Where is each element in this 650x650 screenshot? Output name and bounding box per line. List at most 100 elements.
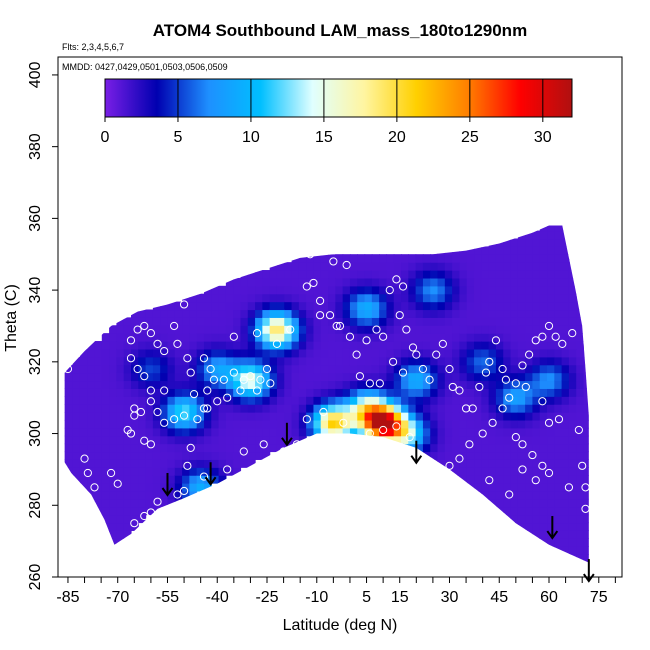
heatmap-cell bbox=[532, 396, 541, 405]
sample-point bbox=[392, 275, 401, 284]
heatmap-cell bbox=[65, 467, 74, 476]
sample-point bbox=[206, 364, 215, 374]
heatmap-cell bbox=[203, 364, 212, 374]
heatmap-cell bbox=[65, 364, 74, 374]
heatmap-cell bbox=[116, 522, 125, 531]
heatmap-cell bbox=[495, 388, 504, 397]
heatmap-cell bbox=[349, 356, 358, 366]
heatmap-cell bbox=[335, 333, 344, 342]
heatmap-cell bbox=[306, 254, 315, 263]
heatmap-cell bbox=[291, 388, 300, 397]
heatmap-cell bbox=[94, 356, 103, 366]
heatmap-cell bbox=[79, 388, 88, 397]
heatmap-cell bbox=[379, 333, 388, 342]
heatmap-cell bbox=[539, 435, 548, 445]
heatmap-cell bbox=[306, 293, 315, 303]
heatmap-cell bbox=[87, 475, 96, 484]
heatmap-cell bbox=[225, 412, 234, 421]
heatmap-cell bbox=[525, 388, 534, 397]
heatmap-cell bbox=[255, 348, 263, 358]
heatmap-cell bbox=[335, 356, 344, 366]
heatmap-cell bbox=[525, 467, 534, 476]
heatmap-cell bbox=[510, 293, 519, 303]
heatmap-cell bbox=[422, 419, 431, 429]
heatmap-cell bbox=[65, 404, 74, 413]
heatmap-cell bbox=[218, 301, 227, 311]
heatmap-cell bbox=[276, 325, 285, 334]
heatmap-cell bbox=[116, 490, 125, 500]
heatmap-cell bbox=[503, 483, 512, 492]
heatmap-cell bbox=[517, 301, 526, 311]
heatmap-cell bbox=[276, 419, 285, 429]
heatmap-cell bbox=[145, 483, 154, 492]
heatmap-cell bbox=[87, 435, 96, 445]
heatmap-cell bbox=[510, 412, 519, 421]
heatmap-cell bbox=[349, 317, 358, 326]
heatmap-cell bbox=[255, 419, 263, 429]
heatmap-cell bbox=[94, 396, 103, 405]
heatmap-cell bbox=[415, 277, 424, 287]
heatmap-cell bbox=[196, 364, 205, 374]
heatmap-cell bbox=[284, 404, 293, 413]
heatmap-cell bbox=[291, 348, 300, 358]
heatmap-cell bbox=[444, 459, 453, 468]
heatmap-cell bbox=[408, 341, 417, 350]
sample-point bbox=[126, 354, 136, 363]
sample-point bbox=[342, 260, 351, 270]
heatmap-cell bbox=[87, 388, 96, 397]
heatmap-cell bbox=[313, 396, 322, 405]
heatmap-cell bbox=[225, 404, 234, 413]
heatmap-cell bbox=[189, 467, 198, 476]
heatmap-cell bbox=[335, 380, 344, 389]
heatmap-cell bbox=[554, 435, 563, 445]
heatmap-cell bbox=[459, 301, 468, 311]
heatmap-cell bbox=[262, 309, 271, 318]
heatmap-cell bbox=[240, 270, 249, 279]
heatmap-cell bbox=[393, 254, 402, 263]
heatmap-cell bbox=[189, 412, 198, 421]
heatmap-cell bbox=[495, 490, 504, 500]
heatmap-cell bbox=[182, 372, 190, 382]
heatmap-cell bbox=[452, 285, 461, 295]
heatmap-cell bbox=[539, 490, 548, 500]
heatmap-cell bbox=[510, 490, 519, 500]
heatmap-cell bbox=[481, 246, 490, 255]
heatmap-cell bbox=[430, 364, 439, 374]
heatmap-cell bbox=[116, 364, 125, 374]
heatmap-cell bbox=[284, 325, 293, 334]
heatmap-cell bbox=[503, 364, 512, 374]
heatmap-cell bbox=[306, 270, 315, 279]
heatmap-cell bbox=[87, 419, 96, 429]
sample-point bbox=[229, 332, 238, 341]
heatmap-cell bbox=[109, 325, 117, 334]
heatmap-cell bbox=[130, 364, 139, 374]
heatmap-cell bbox=[123, 396, 132, 405]
heatmap-cell bbox=[130, 348, 139, 358]
heatmap-cell bbox=[225, 293, 234, 303]
heatmap-cell bbox=[503, 262, 512, 271]
heatmap-cell bbox=[335, 317, 344, 326]
heatmap-cell bbox=[393, 333, 402, 342]
heatmap-cell bbox=[481, 388, 490, 397]
heatmap-cell bbox=[466, 285, 475, 295]
heatmap-cell bbox=[306, 301, 315, 311]
heatmap-cell bbox=[211, 435, 220, 445]
heatmap-cell bbox=[452, 412, 461, 421]
heatmap-cell bbox=[568, 333, 577, 342]
heatmap-cell bbox=[240, 301, 249, 311]
heatmap-cell bbox=[474, 490, 482, 500]
heatmap-cell bbox=[138, 443, 147, 453]
heatmap-cell bbox=[466, 435, 475, 445]
heatmap-cell bbox=[291, 356, 300, 366]
heatmap-cell bbox=[203, 459, 212, 468]
heatmap-cell bbox=[459, 396, 468, 405]
heatmap-cell bbox=[130, 356, 139, 366]
heatmap-cell bbox=[576, 522, 585, 531]
heatmap-cell bbox=[276, 348, 285, 358]
heatmap-cell bbox=[532, 348, 541, 358]
heatmap-cell bbox=[444, 293, 453, 303]
heatmap-cell bbox=[320, 262, 329, 271]
heatmap-cell bbox=[196, 459, 205, 468]
heatmap-cell bbox=[547, 412, 555, 421]
heatmap-cell bbox=[342, 325, 351, 334]
